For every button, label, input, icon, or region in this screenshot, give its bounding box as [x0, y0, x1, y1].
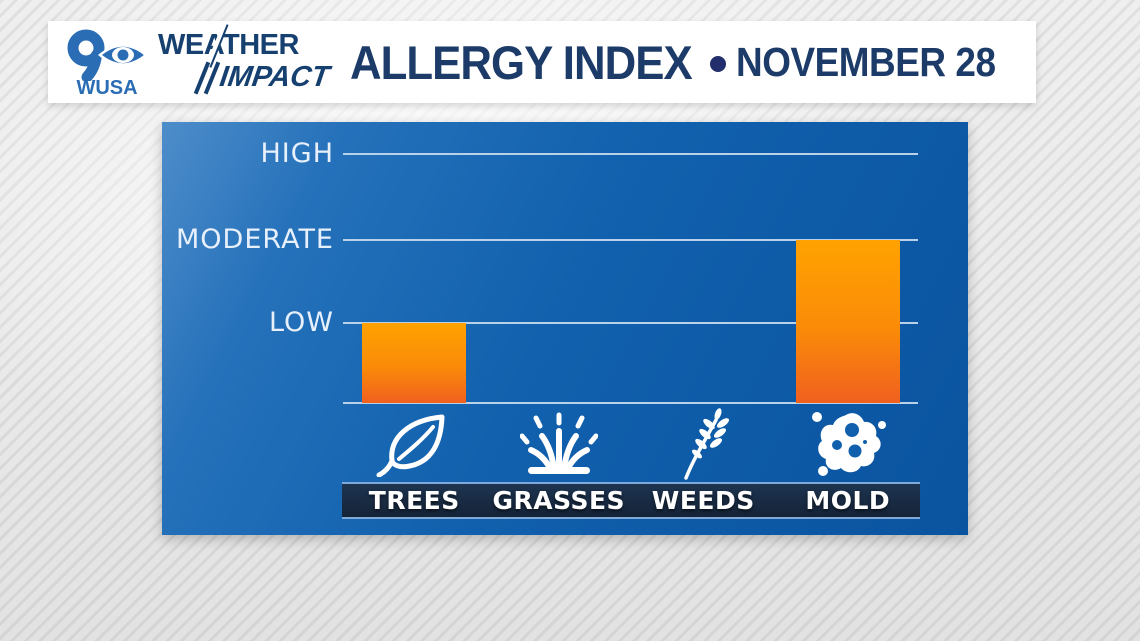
ytick-high: HIGH — [260, 138, 334, 169]
weed-icon — [684, 408, 730, 480]
category-icons-row — [342, 408, 920, 480]
weather-wordmark: WEATHER — [158, 29, 299, 61]
impact-wordmark: IMPACT — [217, 61, 332, 93]
icon-cell-grasses — [487, 408, 632, 480]
gridline-low — [343, 322, 918, 324]
icon-cell-weeds — [631, 408, 776, 480]
category-label-bar: TREES GRASSES WEEDS MOLD — [342, 482, 920, 519]
weather-impact-logo: WEATHER IMPACT — [152, 21, 352, 103]
mold-icon — [811, 412, 886, 476]
category-label-grasses: GRASSES — [492, 486, 626, 515]
header-bar: WUSA WEATHER IMPACT ALLERGY INDEX NOVEMB… — [48, 21, 1036, 103]
ytick-moderate: MODERATE — [176, 224, 334, 255]
leaf-icon — [376, 414, 445, 477]
allergy-chart-panel: HIGH MODERATE LOW — [162, 122, 968, 535]
grass-icon — [519, 412, 598, 474]
gridline-moderate — [343, 239, 918, 241]
separator-dot-icon — [710, 56, 726, 72]
category-label-weeds: WEEDS — [651, 486, 755, 515]
wusa-call-letters: WUSA — [76, 77, 138, 99]
icon-cell-mold — [776, 408, 921, 480]
date-label: NOVEMBER 28 — [736, 38, 996, 85]
category-label-mold: MOLD — [805, 486, 891, 515]
bar-mold — [796, 240, 900, 403]
ytick-low: LOW — [268, 307, 334, 338]
bar-trees — [362, 323, 466, 403]
wusa9-nine-cbs-eye-icon — [67, 29, 148, 81]
page-title: ALLERGY INDEX — [350, 35, 693, 89]
gridline-baseline — [343, 402, 918, 404]
wusa9-logo: WUSA — [66, 27, 152, 99]
gridline-high — [343, 153, 918, 155]
category-label-trees: TREES — [368, 486, 460, 515]
icon-cell-trees — [342, 408, 487, 480]
